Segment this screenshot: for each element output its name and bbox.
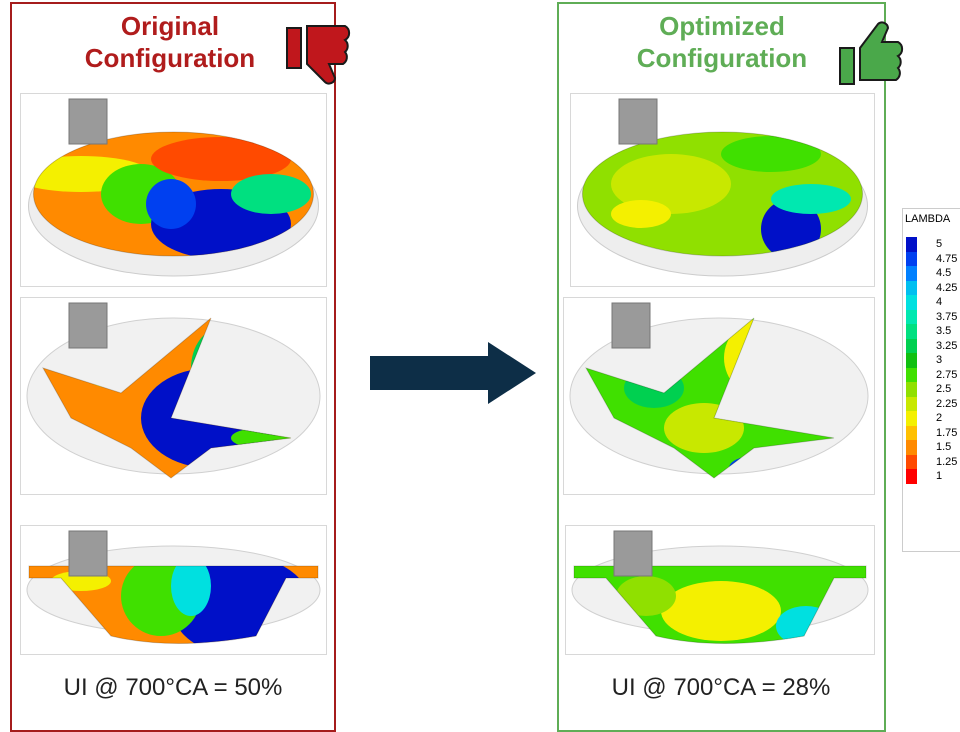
contour-blob [721,136,821,172]
legend-label: 4.75 [936,252,957,266]
simulation-panel [570,93,875,287]
arrow [368,340,540,406]
legend-label: 1.25 [936,455,957,469]
legend-label: 2 [936,411,942,425]
legend-swatch [906,440,917,455]
legend-label: 4.25 [936,281,957,295]
legend-label: 1.5 [936,440,951,454]
injector [69,531,107,576]
legend-label: 4.5 [936,266,951,280]
legend-swatch [906,455,917,470]
legend-label: 4 [936,295,942,309]
legend-swatch [906,368,917,383]
simulation-image [21,298,326,494]
optimized-title: Optimized Configuration [612,10,832,74]
simulation-image [564,298,874,494]
legend-label: 2.5 [936,382,951,396]
thumbs-down-icon [285,18,365,88]
original-caption: UI @ 700°CA = 50% [8,674,338,702]
simulation-image [21,94,326,286]
contour-blob [146,179,196,229]
legend-label: 1.75 [936,426,957,440]
simulation-panel [20,525,327,655]
contour-blob [231,174,311,214]
legend-swatch [906,237,917,252]
contour-blob [806,626,846,646]
injector [69,99,107,144]
injector [614,531,652,576]
legend-label: 3.5 [936,324,951,338]
legend-label: 3.25 [936,339,957,353]
legend-swatch [906,281,917,296]
injector [612,303,650,348]
legend-swatch [906,397,917,412]
optimized-caption: UI @ 700°CA = 28% [556,674,886,702]
simulation-panel [20,297,327,495]
simulation-image [571,94,874,286]
legend-label: 5 [936,237,942,251]
legend-label: 2.75 [936,368,957,382]
contour-blob [611,200,671,228]
simulation-panel [563,297,875,495]
legend-swatch [906,353,917,368]
contour-blob [771,184,851,214]
legend-swatch [906,295,917,310]
legend-swatch [906,324,917,339]
legend-swatch [906,426,917,441]
legend-swatch [906,266,917,281]
original-title: Original Configuration [60,10,280,74]
legend-swatch [906,310,917,325]
legend-label: 2.25 [936,397,957,411]
simulation-image [21,526,326,654]
injector [619,99,657,144]
page: Original Configuration Optimized Configu… [0,0,960,718]
legend-swatch [906,252,917,267]
simulation-panel [20,93,327,287]
legend-swatch [906,382,917,397]
simulation-image [566,526,874,654]
legend-label: 3.75 [936,310,957,324]
contour-blob [661,581,781,641]
legend-swatch [906,339,917,354]
thumbs-up-icon [838,18,918,88]
injector [69,303,107,348]
legend-label: 3 [936,353,942,367]
legend-title: LAMBDA [905,213,950,225]
legend-label: 1 [936,469,942,483]
legend-swatch [906,469,917,484]
simulation-panel [565,525,875,655]
legend-swatch [906,411,917,426]
